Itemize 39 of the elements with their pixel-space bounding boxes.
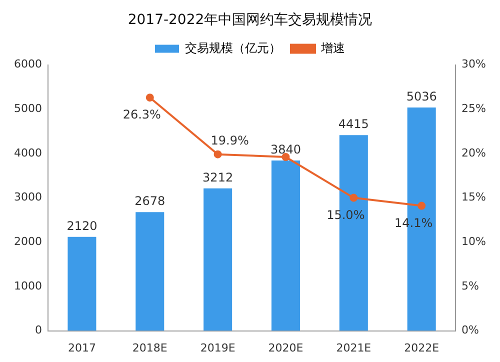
legend-label: 交易规模（亿元）: [185, 40, 281, 55]
bar: [68, 236, 96, 331]
point: [350, 194, 358, 202]
legend-label: 增速: [320, 40, 345, 55]
y2-tick-label: 25%: [462, 102, 486, 115]
y2-tick-label: 15%: [462, 190, 486, 204]
y-tick-label: 5000: [14, 102, 42, 115]
y2-tick-label: 5%: [462, 279, 480, 292]
y-tick-label: 4000: [14, 146, 42, 160]
data-label: 3840: [270, 142, 302, 157]
x-tick-label: 2018E: [132, 341, 168, 354]
data-label: 4415: [338, 117, 369, 132]
data-label: 2120: [66, 218, 98, 233]
bar: [271, 160, 300, 331]
y-tick-label: 3000: [14, 190, 42, 204]
y2-tick-label: 0%: [462, 324, 480, 337]
y2-tick-label: 30%: [462, 58, 486, 71]
data-label: 19.9%: [210, 133, 249, 148]
point: [214, 150, 222, 158]
data-label: 2678: [134, 194, 166, 208]
y-tick-label: 6000: [14, 58, 42, 71]
x-tick-label: 2020E: [268, 341, 304, 354]
chart-title: 2017-2022年中国网约车交易规模情况: [128, 12, 372, 28]
y2-tick-label: 20%: [462, 146, 486, 160]
x-tick-label: 2017: [68, 341, 96, 354]
x-tick-label: 2022E: [404, 341, 440, 354]
x-tick-label: 2021E: [336, 341, 372, 354]
y-tick-label: 2000: [14, 234, 42, 248]
y2-tick-label: 10%: [462, 234, 486, 248]
data-label: 26.3%: [122, 108, 161, 122]
bar: [136, 212, 164, 331]
bar: [204, 188, 232, 331]
point: [418, 202, 426, 210]
point: [146, 94, 154, 102]
data-label: 3212: [202, 170, 234, 185]
data-label: 5036: [406, 90, 437, 104]
y-tick-label: 0: [34, 324, 42, 337]
x-tick-label: 2019E: [200, 341, 236, 354]
y-tick-label: 1000: [14, 279, 42, 292]
